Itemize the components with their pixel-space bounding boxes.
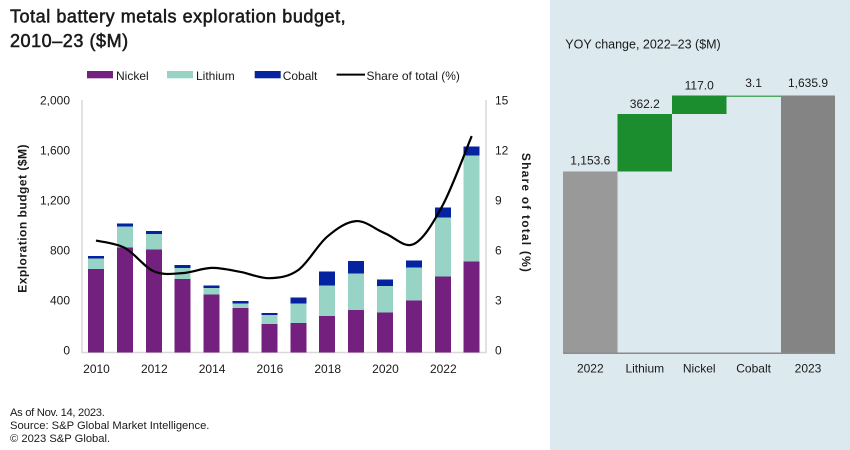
svg-text:Lithium: Lithium — [196, 69, 235, 83]
svg-text:0: 0 — [63, 343, 70, 357]
svg-text:As of Nov. 14, 2023.: As of Nov. 14, 2023. — [10, 407, 105, 419]
svg-text:1,200: 1,200 — [40, 193, 70, 207]
svg-text:2010–23 ($M): 2010–23 ($M) — [10, 31, 129, 51]
svg-text:12: 12 — [495, 143, 509, 157]
svg-text:2016: 2016 — [257, 362, 284, 376]
svg-text:YOY change, 2022–23 ($M): YOY change, 2022–23 ($M) — [565, 38, 720, 52]
svg-text:Exploration budget ($M): Exploration budget ($M) — [16, 144, 30, 293]
svg-text:2,000: 2,000 — [40, 93, 70, 107]
svg-text:2023: 2023 — [795, 362, 822, 376]
svg-text:Nickel: Nickel — [683, 362, 716, 376]
svg-text:Nickel: Nickel — [116, 69, 149, 83]
svg-text:800: 800 — [50, 243, 70, 257]
svg-text:9: 9 — [495, 193, 502, 207]
svg-text:Share of total (%): Share of total (%) — [519, 153, 533, 273]
svg-text:117.0: 117.0 — [685, 78, 714, 92]
svg-text:15: 15 — [495, 93, 509, 107]
svg-text:Cobalt: Cobalt — [283, 69, 318, 83]
svg-text:2022: 2022 — [430, 362, 457, 376]
svg-text:2022: 2022 — [577, 362, 604, 376]
svg-text:6: 6 — [495, 243, 502, 257]
svg-text:1,635.9: 1,635.9 — [788, 76, 828, 90]
svg-text:362.2: 362.2 — [630, 97, 660, 111]
svg-text:2014: 2014 — [199, 362, 226, 376]
svg-text:Source: S&P Global Market Inte: Source: S&P Global Market Intelligence. — [10, 420, 209, 432]
svg-text:3.1: 3.1 — [745, 76, 762, 90]
svg-text:2020: 2020 — [372, 362, 399, 376]
svg-text:Total battery metals explorati: Total battery metals exploration budget, — [10, 7, 346, 27]
svg-text:2012: 2012 — [141, 362, 168, 376]
svg-text:Share of total (%): Share of total (%) — [367, 69, 460, 83]
svg-text:© 2023 S&P Global.: © 2023 S&P Global. — [10, 433, 110, 445]
svg-text:0: 0 — [495, 343, 502, 357]
svg-text:Lithium: Lithium — [625, 362, 664, 376]
svg-text:3: 3 — [495, 293, 502, 307]
svg-text:2010: 2010 — [83, 362, 110, 376]
svg-text:400: 400 — [50, 293, 70, 307]
svg-text:Cobalt: Cobalt — [736, 362, 771, 376]
svg-text:1,600: 1,600 — [40, 143, 70, 157]
svg-text:1,153.6: 1,153.6 — [570, 153, 610, 167]
svg-text:2018: 2018 — [314, 362, 341, 376]
